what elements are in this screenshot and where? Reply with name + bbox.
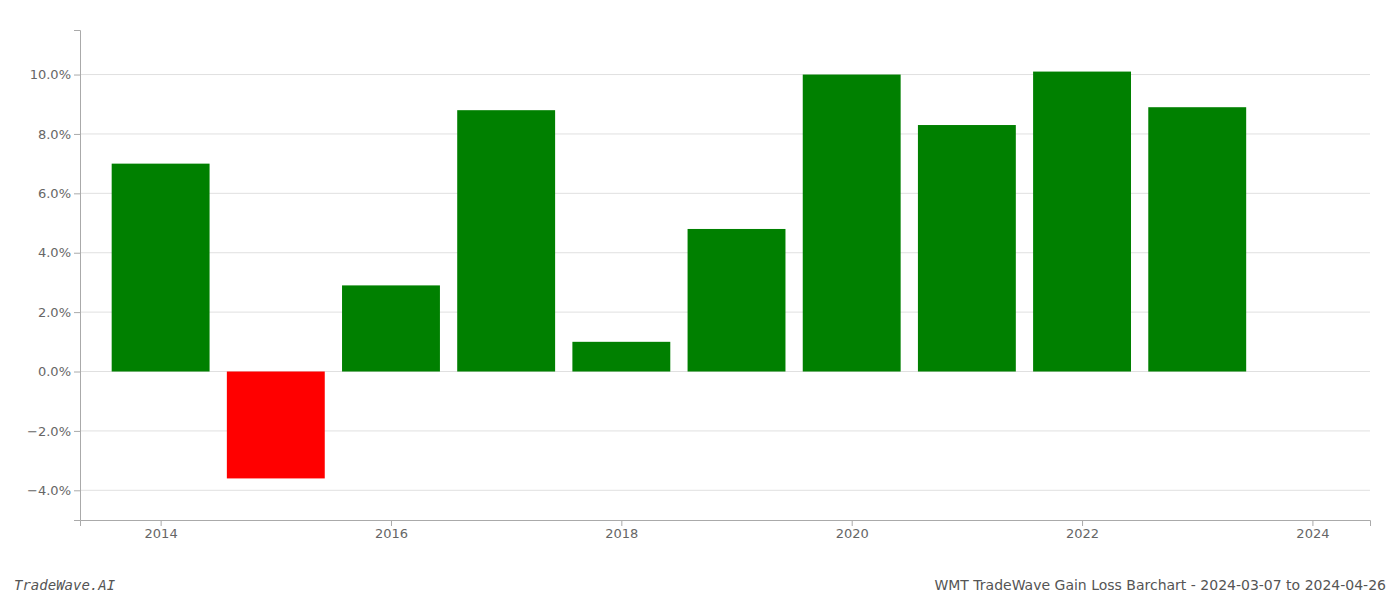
y-tick-label: 8.0% xyxy=(38,127,71,142)
x-tick: 2022 xyxy=(1066,520,1099,541)
bar xyxy=(572,342,670,372)
y-tick-mark xyxy=(74,134,80,135)
x-tick-label: 2014 xyxy=(145,526,178,541)
y-tick-label: 2.0% xyxy=(38,305,71,320)
y-tick-label: 6.0% xyxy=(38,186,71,201)
x-axis: 2014 2016 2018 2020 2022 2024 xyxy=(81,520,1371,541)
bars xyxy=(112,72,1247,479)
x-tick-mark xyxy=(1312,520,1313,526)
bar xyxy=(227,372,325,479)
x-tick: 2014 xyxy=(145,520,178,541)
y-tick: 8.0% xyxy=(38,127,80,142)
y-tick-mark xyxy=(74,372,80,373)
y-tick-label: −2.0% xyxy=(27,424,71,439)
x-tick-mark xyxy=(161,520,162,526)
footer-left: TradeWave.AI xyxy=(14,577,116,593)
grid xyxy=(80,75,1370,491)
y-tick: 6.0% xyxy=(38,186,80,201)
grid-line xyxy=(80,490,1370,491)
y-tick-label: 0.0% xyxy=(38,364,71,379)
x-tick-mark xyxy=(391,520,392,526)
y-tick-mark xyxy=(74,312,80,313)
x-tick-label: 2018 xyxy=(605,526,638,541)
y-tick-mark xyxy=(74,431,80,432)
bar xyxy=(112,164,210,372)
bar xyxy=(918,125,1016,371)
x-tick: 2024 xyxy=(1296,520,1329,541)
y-tick-mark xyxy=(74,193,80,194)
y-tick-mark xyxy=(74,75,80,76)
grid-line xyxy=(80,74,1370,75)
x-axis-line xyxy=(81,521,1371,527)
x-tick-mark xyxy=(1082,520,1083,526)
y-tick-mark xyxy=(74,253,80,254)
y-tick: −2.0% xyxy=(27,424,80,439)
x-tick-mark xyxy=(852,520,853,526)
y-axis: −4.0% −2.0% 0.0% 2.0% 4.0% 6.0% 8.0% 10.0% xyxy=(27,31,80,521)
x-tick: 2016 xyxy=(375,520,408,541)
y-tick-label: 10.0% xyxy=(30,67,71,82)
bar xyxy=(342,285,440,371)
x-tick-label: 2020 xyxy=(836,526,869,541)
y-tick: 10.0% xyxy=(30,67,80,82)
y-tick-label: 4.0% xyxy=(38,245,71,260)
x-tick-label: 2022 xyxy=(1066,526,1099,541)
x-tick-label: 2024 xyxy=(1296,526,1329,541)
bar xyxy=(1148,107,1246,371)
bar xyxy=(803,75,901,372)
y-tick: 0.0% xyxy=(38,364,80,379)
y-tick: 4.0% xyxy=(38,245,80,260)
y-tick: 2.0% xyxy=(38,305,80,320)
plot-area: −4.0%−2.0%0.0%2.0%4.0%6.0%8.0%10.0%20142… xyxy=(27,31,1370,542)
y-axis-line xyxy=(74,31,81,521)
x-tick-label: 2016 xyxy=(375,526,408,541)
footer-right: WMT TradeWave Gain Loss Barchart - 2024-… xyxy=(934,577,1386,593)
bar xyxy=(688,229,786,372)
y-tick-label: −4.0% xyxy=(27,483,71,498)
bar xyxy=(457,110,555,371)
y-tick-mark xyxy=(74,490,80,491)
bar xyxy=(1033,72,1131,372)
x-tick: 2018 xyxy=(605,520,638,541)
x-tick-mark xyxy=(621,520,622,526)
chart: −4.0%−2.0%0.0%2.0%4.0%6.0%8.0%10.0%20142… xyxy=(0,0,1400,600)
x-tick: 2020 xyxy=(836,520,869,541)
y-tick: −4.0% xyxy=(27,483,80,498)
